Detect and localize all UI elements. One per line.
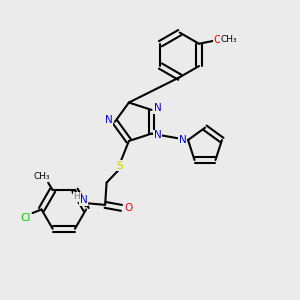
Text: N: N	[154, 103, 161, 113]
Text: Cl: Cl	[21, 213, 31, 224]
Text: S: S	[117, 161, 123, 171]
Text: CH₃: CH₃	[34, 172, 51, 181]
Text: H: H	[74, 192, 80, 201]
Text: CH₃: CH₃	[220, 35, 237, 44]
Text: O: O	[214, 35, 222, 45]
Text: O: O	[124, 203, 132, 213]
Text: N: N	[80, 195, 87, 206]
Text: N: N	[105, 115, 113, 125]
Text: N: N	[179, 135, 187, 145]
Text: N: N	[154, 130, 161, 140]
